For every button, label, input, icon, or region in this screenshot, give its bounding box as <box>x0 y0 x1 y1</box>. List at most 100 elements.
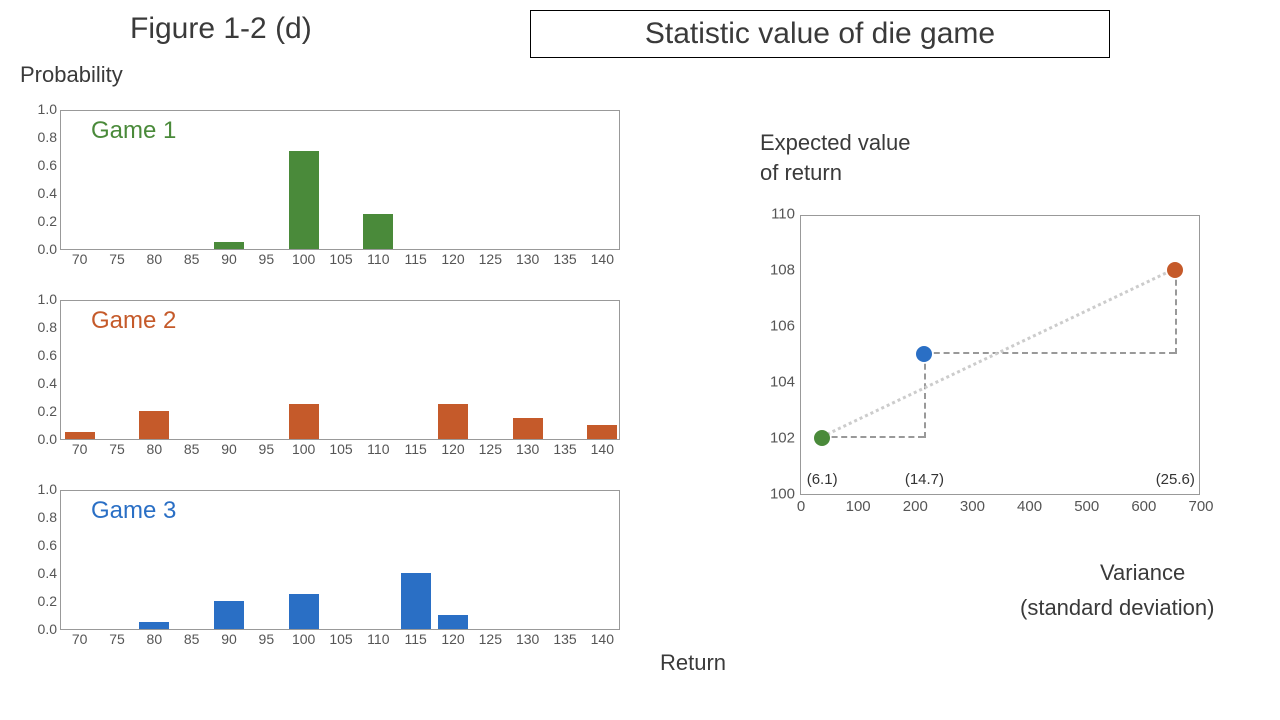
x-tick: 95 <box>259 439 275 457</box>
bar <box>401 573 431 629</box>
scatter-point <box>916 346 932 362</box>
x-tick: 120 <box>441 439 464 457</box>
scatter-x-tick: 700 <box>1188 494 1213 515</box>
x-tick: 80 <box>147 249 163 267</box>
x-tick: 80 <box>147 629 163 647</box>
x-tick: 140 <box>591 439 614 457</box>
step-line <box>924 352 1175 354</box>
y-tick: 0.6 <box>38 347 61 363</box>
x-tick: 120 <box>441 249 464 267</box>
step-line <box>1175 270 1177 354</box>
x-tick: 130 <box>516 249 539 267</box>
x-tick: 100 <box>292 439 315 457</box>
x-tick: 100 <box>292 629 315 647</box>
x-tick: 90 <box>221 439 237 457</box>
game-label: Game 3 <box>91 497 176 525</box>
x-tick: 110 <box>367 629 389 647</box>
x-tick: 115 <box>404 629 426 647</box>
probability-label: Probability <box>20 62 123 88</box>
figure-title: Figure 1-2 (d) <box>130 12 312 46</box>
bar <box>139 411 169 439</box>
x-tick: 80 <box>147 439 163 457</box>
bar <box>363 214 393 249</box>
x-tick: 130 <box>516 629 539 647</box>
bar <box>438 615 468 629</box>
scatter-x-tick: 200 <box>903 494 928 515</box>
y-tick: 1.0 <box>38 101 61 117</box>
x-tick: 90 <box>221 629 237 647</box>
scatter-x-label-line2: (standard deviation) <box>1020 595 1214 621</box>
bar-chart-game-3: Game 30.00.20.40.60.81.07075808590951001… <box>60 490 620 630</box>
x-tick: 105 <box>329 439 352 457</box>
scatter-x-tick: 300 <box>960 494 985 515</box>
bar <box>289 594 319 629</box>
bar <box>513 418 543 439</box>
return-label: Return <box>660 650 726 676</box>
x-tick: 125 <box>479 629 502 647</box>
x-tick: 95 <box>259 629 275 647</box>
scatter-x-label-line1: Variance <box>1100 560 1185 586</box>
x-tick: 135 <box>553 249 576 267</box>
x-tick: 85 <box>184 249 200 267</box>
x-tick: 130 <box>516 439 539 457</box>
x-tick: 110 <box>367 439 389 457</box>
y-tick: 0.2 <box>38 403 61 419</box>
y-tick: 1.0 <box>38 481 61 497</box>
bar <box>139 622 169 629</box>
x-tick: 100 <box>292 249 315 267</box>
x-tick: 70 <box>72 249 88 267</box>
scatter-y-tick: 104 <box>770 374 801 391</box>
bar <box>214 242 244 249</box>
x-tick: 70 <box>72 629 88 647</box>
y-tick: 0.6 <box>38 537 61 553</box>
main-title-box: Statistic value of die game <box>530 10 1110 58</box>
x-tick: 70 <box>72 439 88 457</box>
y-tick: 0.2 <box>38 213 61 229</box>
y-tick: 0.4 <box>38 375 61 391</box>
scatter-x-tick: 0 <box>797 494 805 515</box>
y-tick: 1.0 <box>38 291 61 307</box>
scatter-y-tick: 110 <box>771 206 801 223</box>
x-tick: 140 <box>591 629 614 647</box>
x-tick: 135 <box>553 629 576 647</box>
y-tick: 0.6 <box>38 157 61 173</box>
x-tick: 140 <box>591 249 614 267</box>
y-tick: 0.4 <box>38 565 61 581</box>
x-tick: 75 <box>109 629 125 647</box>
x-tick: 85 <box>184 439 200 457</box>
x-tick: 95 <box>259 249 275 267</box>
bar-chart-game-2: Game 20.00.20.40.60.81.07075808590951001… <box>60 300 620 440</box>
bar-chart-game-1: Game 10.00.20.40.60.81.07075808590951001… <box>60 110 620 250</box>
game-label: Game 1 <box>91 117 176 145</box>
scatter-y-tick: 102 <box>770 430 801 447</box>
x-tick: 105 <box>329 249 352 267</box>
bar <box>438 404 468 439</box>
scatter-point <box>1167 262 1183 278</box>
scatter-chart: 1001021041061081100100200300400500600700… <box>800 215 1200 495</box>
scatter-x-tick: 100 <box>846 494 871 515</box>
x-tick: 105 <box>329 629 352 647</box>
game-label: Game 2 <box>91 307 176 335</box>
y-tick: 0.8 <box>38 129 61 145</box>
step-line <box>924 354 926 438</box>
step-line <box>822 436 924 438</box>
scatter-annotation: (14.7) <box>905 471 944 488</box>
x-tick: 115 <box>404 439 426 457</box>
scatter-y-tick: 108 <box>770 262 801 279</box>
y-tick: 0.8 <box>38 509 61 525</box>
y-tick: 0.0 <box>38 241 61 257</box>
scatter-annotation: (25.6) <box>1156 471 1195 488</box>
scatter-title-line1: Expected value <box>760 130 910 156</box>
x-tick: 120 <box>441 629 464 647</box>
y-tick: 0.0 <box>38 431 61 447</box>
scatter-annotation: (6.1) <box>807 471 838 488</box>
main-title-text: Statistic value of die game <box>645 17 995 50</box>
bar <box>214 601 244 629</box>
scatter-point <box>814 430 830 446</box>
y-tick: 0.8 <box>38 319 61 335</box>
bar <box>289 404 319 439</box>
bar <box>587 425 617 439</box>
bar <box>65 432 95 439</box>
scatter-y-tick: 106 <box>770 318 801 335</box>
scatter-x-tick: 600 <box>1131 494 1156 515</box>
